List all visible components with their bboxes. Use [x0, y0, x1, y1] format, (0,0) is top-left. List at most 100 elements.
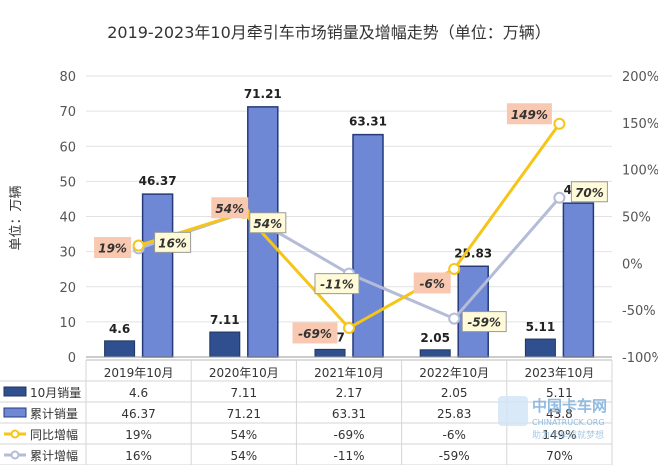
bar-label-monthly: 5.11	[526, 320, 556, 334]
legend-marker	[10, 429, 20, 439]
bar-label-monthly: 4.6	[109, 322, 130, 336]
legend-label: 累计销量	[30, 407, 78, 421]
bar-monthly	[419, 349, 451, 358]
cum-label-box	[461, 311, 507, 333]
cum-label-box	[314, 273, 360, 295]
table-cell: 54%	[230, 449, 257, 463]
yoy-label: -69%	[298, 327, 332, 341]
cum-label: -59%	[467, 316, 501, 330]
yoy-label-box	[292, 322, 338, 344]
y-tick-label: 10	[59, 316, 76, 331]
x-tick-label: 2020年10月	[209, 366, 279, 380]
legend-swatch	[3, 407, 27, 418]
bar-monthly	[524, 338, 556, 358]
cum-label-box	[249, 212, 287, 234]
x-tick-label: 2022年10月	[419, 366, 489, 380]
bar-monthly	[209, 331, 241, 358]
chart-title: 2019-2023年10月牵引车市场销量及增幅走势（单位：万辆）	[107, 23, 551, 42]
marker-yoy-growth	[343, 321, 355, 334]
y2-tick-label: 150%	[622, 117, 658, 132]
table-cell: 25.83	[437, 407, 471, 421]
yoy-label-box	[506, 103, 552, 125]
y-tick-label: 60	[59, 140, 76, 155]
table-cell: 46.37	[121, 407, 155, 421]
y2-tick-label: 200%	[622, 70, 658, 85]
table-cell: 70%	[546, 449, 573, 463]
x-tick-label: 2019年10月	[104, 366, 174, 380]
watermark-logo	[498, 396, 528, 426]
y2-tick-label: 50%	[622, 211, 651, 226]
line-yoy-growth	[138, 122, 561, 330]
marker-cumulative-growth	[553, 191, 566, 204]
cum-label-box	[154, 231, 192, 253]
cum-label: 70%	[575, 186, 604, 200]
legend-label: 累计增幅	[30, 448, 78, 463]
yoy-label-box	[413, 272, 451, 294]
marker-yoy-growth	[448, 262, 461, 275]
marker-yoy-growth	[132, 239, 145, 252]
legend-marker	[10, 450, 20, 460]
bar-label-cumulative: 63.31	[349, 115, 387, 129]
y-tick-label: 30	[59, 246, 76, 261]
bar-label-monthly: 7.11	[210, 313, 240, 327]
cum-label: 16%	[158, 236, 187, 250]
y2-tick-label: 0%	[622, 257, 643, 272]
y-axis-label: 单位：万辆	[9, 185, 24, 250]
yoy-label-box	[211, 197, 249, 219]
cum-label: 54%	[253, 217, 282, 231]
cum-label-box	[570, 181, 608, 203]
yoy-label-box	[94, 237, 132, 259]
y-tick-label: 40	[59, 211, 76, 226]
y-tick-label: 70	[59, 105, 76, 120]
bar-label-cumulative: 71.21	[244, 87, 282, 101]
y2-tick-label: -50%	[622, 304, 656, 319]
y-tick-label: 20	[59, 281, 76, 296]
bar-label-cumulative: 46.37	[139, 174, 177, 188]
table-cell: -59%	[439, 449, 470, 463]
watermark-url: CHINATRUCK.ORG	[532, 418, 605, 427]
table-cell: 43.8	[546, 407, 573, 421]
x-tick-label: 2021年10月	[314, 366, 384, 380]
table-cell: -6%	[443, 428, 466, 442]
bar-label-monthly: 2.05	[420, 331, 450, 345]
y-tick-label: 0	[68, 351, 76, 366]
table-cell: 5.11	[546, 386, 573, 400]
table-cell: 4.6	[129, 386, 148, 400]
watermark-slogan: 助力卡车成就梦想	[532, 429, 604, 441]
y-tick-label: 50	[59, 175, 76, 190]
watermark-brand: 中国卡车网	[532, 397, 607, 415]
line-cumulative-growth	[138, 196, 561, 321]
legend-swatch	[3, 386, 27, 397]
legend-label: 同比增幅	[30, 427, 78, 442]
table-cell: 7.11	[230, 386, 257, 400]
table-cell: 54%	[230, 428, 257, 442]
y2-tick-label: 100%	[622, 164, 658, 179]
yoy-label: 149%	[511, 108, 548, 122]
legend-label: 10月销量	[30, 386, 81, 400]
y2-tick-label: -100%	[622, 351, 658, 366]
table-cell: -11%	[333, 449, 364, 463]
table-cell: 16%	[125, 449, 152, 463]
table-cell: 149%	[542, 428, 576, 442]
table-cell: 2.05	[441, 386, 468, 400]
bar-label-cumulative: 25.83	[454, 246, 492, 260]
table-cell: 71.21	[227, 407, 261, 421]
table-cell: -69%	[333, 428, 364, 442]
y-tick-label: 80	[59, 70, 76, 85]
table-cell: 63.31	[332, 407, 366, 421]
table-cell: 2.17	[336, 386, 363, 400]
bar-cumulative	[562, 202, 595, 358]
bar-monthly	[104, 340, 136, 358]
marker-cumulative-growth	[448, 312, 461, 325]
yoy-label: 19%	[98, 242, 127, 256]
x-tick-label: 2023年10月	[524, 366, 594, 380]
bar-monthly	[314, 348, 346, 358]
marker-yoy-growth	[553, 117, 566, 130]
table-cell: 19%	[125, 428, 152, 442]
cum-label: -11%	[320, 278, 354, 292]
yoy-label: -6%	[420, 277, 445, 291]
bar-cumulative	[141, 193, 174, 358]
yoy-label: 54%	[215, 202, 244, 216]
